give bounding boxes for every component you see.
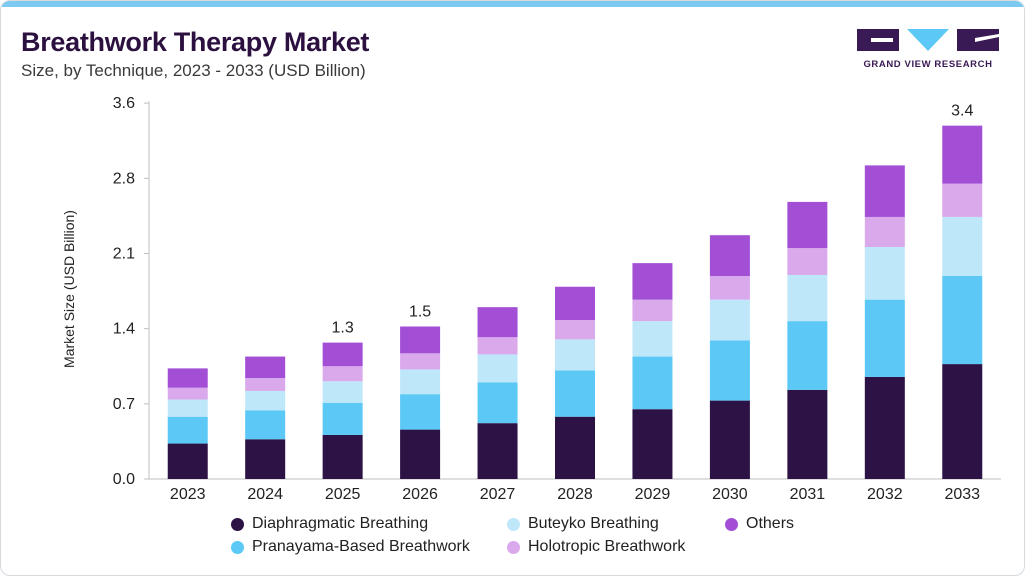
legend: Diaphragmatic Breathing Buteyko Breathin… xyxy=(231,515,851,561)
legend-item-diaphragmatic: Diaphragmatic Breathing xyxy=(231,515,428,533)
x-tick-label: 2024 xyxy=(247,486,283,503)
legend-marker xyxy=(507,540,520,554)
y-tick-label: 3.6 xyxy=(113,95,135,112)
bar-segment xyxy=(555,416,595,479)
bar-segment xyxy=(787,248,828,275)
x-tick-label: 2030 xyxy=(712,486,748,503)
legend-label: Holotropic Breathwork xyxy=(528,538,686,555)
bar-segment xyxy=(245,410,286,440)
data-label: 1.5 xyxy=(409,303,431,320)
bar-segment xyxy=(400,353,441,370)
legend-item-buteyko: Buteyko Breathing xyxy=(507,515,659,533)
y-tick-label: 0.0 xyxy=(113,471,135,488)
legend-item-others: Others xyxy=(725,515,794,533)
bar-segment xyxy=(632,299,673,322)
bar-segment xyxy=(632,321,673,357)
accent-bar xyxy=(1,1,1024,7)
bar-segment xyxy=(787,389,828,479)
bar-segment xyxy=(245,390,286,411)
bar-segment xyxy=(477,337,518,355)
data-label: 3.4 xyxy=(951,103,973,120)
bar-segment xyxy=(400,326,441,354)
bar-segment xyxy=(709,299,750,341)
bar-segment xyxy=(864,165,905,217)
logo-text: GRAND VIEW RESEARCH xyxy=(863,59,993,70)
grand-view-research-logo xyxy=(857,29,999,51)
bar-segment xyxy=(555,339,595,371)
bar-segment xyxy=(322,342,363,367)
legend-marker xyxy=(507,517,520,531)
bar-segment xyxy=(555,320,595,340)
bar-segment xyxy=(709,235,750,277)
x-tick-label: 2028 xyxy=(557,486,593,503)
x-tick-label: 2027 xyxy=(480,486,516,503)
bar-segment xyxy=(167,399,208,417)
bar-segment xyxy=(245,356,286,379)
bar-segment xyxy=(477,307,518,338)
bar-segment xyxy=(864,376,905,479)
x-tick-label: 2029 xyxy=(635,486,671,503)
bar-segment xyxy=(709,400,750,479)
bar-segment xyxy=(400,394,441,430)
bar-segment xyxy=(864,216,905,248)
legend-item-holotropic: Holotropic Breathwork xyxy=(507,538,685,556)
bar-segment xyxy=(632,409,673,479)
legend-marker xyxy=(231,517,244,531)
x-tick-label: 2025 xyxy=(325,486,361,503)
bar-segment xyxy=(787,201,828,249)
x-tick-label: 2026 xyxy=(402,486,438,503)
legend-label: Buteyko Breathing xyxy=(528,515,659,532)
bar-segment xyxy=(167,368,208,388)
bar-segment xyxy=(322,402,363,435)
bar-segment xyxy=(942,183,983,217)
x-tick-label: 2023 xyxy=(170,486,206,503)
legend-label: Others xyxy=(746,515,795,532)
bar-segment xyxy=(400,429,441,479)
x-tick-label: 2031 xyxy=(790,486,826,503)
bar-segment xyxy=(245,439,286,479)
bar-segment xyxy=(942,216,983,277)
bar-segment xyxy=(709,276,750,300)
bar-segment xyxy=(787,274,828,322)
bar-segment xyxy=(864,299,905,377)
bar-segment xyxy=(555,370,595,417)
legend-label: Diaphragmatic Breathing xyxy=(252,515,429,532)
bar-segment xyxy=(555,286,595,321)
chart-subtitle: Size, by Technique, 2023 - 2033 (USD Bil… xyxy=(21,61,366,80)
bar-segment xyxy=(477,354,518,383)
legend-label: Pranayama-Based Breathwork xyxy=(252,538,470,555)
logo-block-v xyxy=(907,29,949,51)
y-tick-label: 2.8 xyxy=(113,170,135,187)
bar-segment xyxy=(632,263,673,300)
bar-segment xyxy=(322,366,363,382)
bar-segment xyxy=(167,416,208,444)
bar-segment xyxy=(942,276,983,365)
bar-segment xyxy=(322,434,363,479)
data-label: 1.3 xyxy=(332,320,354,337)
y-tick-label: 2.1 xyxy=(113,245,135,262)
bar-segment xyxy=(477,423,518,479)
y-tick-label: 0.7 xyxy=(113,396,135,413)
bar-segment xyxy=(787,321,828,390)
legend-marker xyxy=(231,540,244,554)
bar-segment xyxy=(167,443,208,479)
bar-segment xyxy=(477,382,518,424)
bar-segment xyxy=(709,340,750,401)
x-tick-label: 2033 xyxy=(944,486,980,503)
bar-segment xyxy=(322,381,363,403)
x-tick-label: 2032 xyxy=(867,486,903,503)
bar-segment xyxy=(942,364,983,479)
bar-segment xyxy=(864,247,905,300)
bar-segment xyxy=(167,387,208,400)
bar-segment xyxy=(400,369,441,395)
y-tick-label: 1.4 xyxy=(113,321,135,338)
bar-segment xyxy=(942,125,983,184)
bar-segment xyxy=(632,356,673,410)
legend-item-pranayama: Pranayama-Based Breathwork xyxy=(231,538,470,556)
bar-segment xyxy=(245,378,286,391)
legend-marker xyxy=(725,517,738,531)
chart-title: Breathwork Therapy Market xyxy=(21,27,370,57)
